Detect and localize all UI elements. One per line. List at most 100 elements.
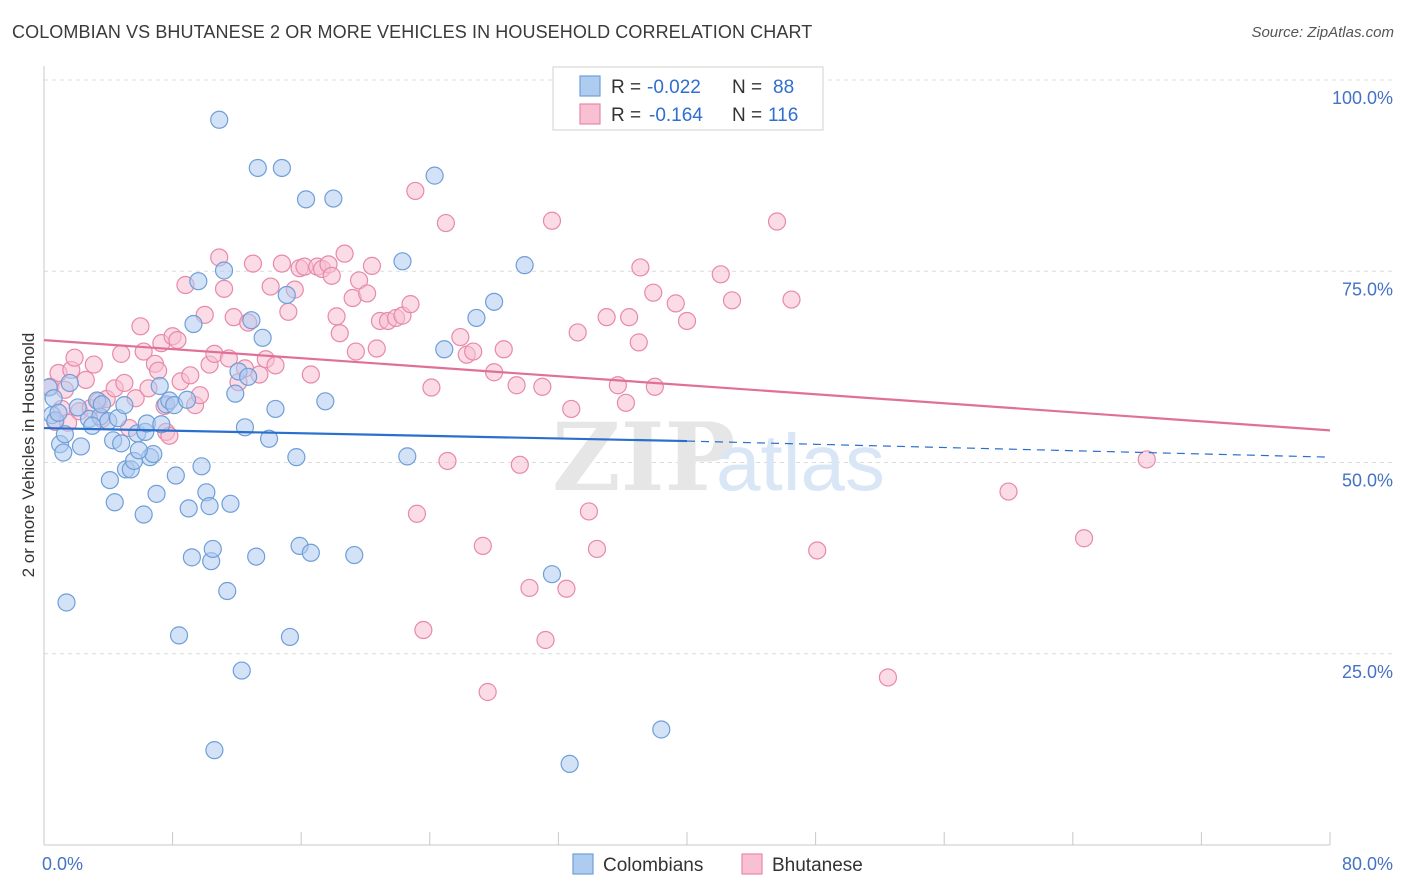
data-point-colombians bbox=[324, 189, 343, 208]
data-point-bhutanese bbox=[214, 279, 234, 298]
data-point-bhutanese bbox=[181, 366, 200, 385]
data-point-bhutanese bbox=[520, 578, 539, 598]
data-point-colombians bbox=[147, 484, 166, 503]
data-point-colombians bbox=[115, 396, 134, 415]
data-point-colombians bbox=[179, 499, 198, 518]
data-point-bhutanese bbox=[711, 265, 730, 284]
data-point-bhutanese bbox=[568, 323, 587, 342]
data-point-bhutanese bbox=[644, 283, 663, 302]
y-tick-label: 75.0% bbox=[1342, 279, 1393, 299]
data-point-colombians bbox=[425, 166, 444, 185]
bottom-legend-swatch-colombians bbox=[572, 853, 594, 875]
chart-title: COLOMBIAN VS BHUTANESE 2 OR MORE VEHICLE… bbox=[12, 22, 813, 42]
data-point-colombians bbox=[184, 314, 203, 334]
data-point-colombians bbox=[301, 543, 320, 562]
data-point-bhutanese bbox=[557, 579, 576, 598]
data-point-bhutanese bbox=[451, 327, 470, 347]
data-point-colombians bbox=[277, 285, 296, 305]
data-point-bhutanese bbox=[782, 290, 801, 309]
data-point-colombians bbox=[182, 548, 201, 567]
data-point-colombians bbox=[467, 308, 486, 328]
data-point-colombians bbox=[248, 158, 267, 178]
data-point-colombians bbox=[280, 627, 300, 647]
data-point-bhutanese bbox=[414, 620, 433, 640]
data-point-bhutanese bbox=[767, 212, 787, 231]
data-point-colombians bbox=[242, 311, 261, 330]
data-point-colombians bbox=[92, 395, 111, 414]
y-tick-label: 100.0% bbox=[1332, 88, 1393, 108]
data-point-colombians bbox=[192, 457, 211, 476]
data-point-bhutanese bbox=[322, 266, 341, 285]
tick-labels: 25.0% 50.0% 75.0% 100.0% 0.0% 80.0% bbox=[42, 88, 1393, 874]
data-point-bhutanese bbox=[131, 317, 150, 336]
data-point-colombians bbox=[71, 437, 91, 456]
data-point-bhutanese bbox=[629, 333, 648, 352]
data-point-bhutanese bbox=[367, 339, 386, 358]
x-tick-label: 0.0% bbox=[42, 854, 83, 874]
data-point-colombians bbox=[435, 340, 454, 359]
data-point-bhutanese bbox=[266, 356, 285, 375]
data-point-colombians bbox=[60, 373, 79, 393]
bottom-legend: Colombians Bhutanese bbox=[572, 853, 863, 876]
x-tick-label: 80.0% bbox=[1342, 854, 1393, 874]
data-point-bhutanese bbox=[645, 377, 664, 396]
trend-line-colombians-extension bbox=[686, 440, 1331, 458]
data-point-colombians bbox=[253, 328, 272, 347]
data-point-bhutanese bbox=[507, 376, 526, 395]
data-point-colombians bbox=[200, 497, 219, 516]
data-point-colombians bbox=[226, 384, 245, 403]
watermark: ZIP atlas bbox=[552, 403, 885, 513]
data-point-bhutanese bbox=[533, 377, 552, 396]
data-point-colombians bbox=[485, 292, 504, 311]
bottom-legend-label-colombians: Colombians bbox=[603, 855, 703, 876]
data-point-colombians bbox=[100, 470, 120, 490]
data-point-bhutanese bbox=[349, 271, 369, 290]
y-tick-label: 25.0% bbox=[1342, 662, 1393, 682]
data-point-bhutanese bbox=[406, 181, 425, 201]
data-point-colombians bbox=[150, 376, 169, 396]
y-axis-label: 2 or more Vehicles in Household bbox=[19, 333, 38, 578]
data-point-bhutanese bbox=[115, 373, 134, 393]
data-point-bhutanese bbox=[478, 682, 497, 702]
trend-lines bbox=[43, 339, 1331, 458]
data-point-colombians bbox=[560, 754, 579, 774]
legend-n-value-colombians: 88 bbox=[773, 77, 794, 98]
data-point-colombians bbox=[177, 390, 197, 409]
data-point-colombians bbox=[287, 448, 306, 467]
legend-n-label-bhutanese: N = bbox=[732, 105, 762, 126]
source-label: Source: ZipAtlas.com bbox=[1251, 24, 1394, 41]
data-point-bhutanese bbox=[510, 455, 529, 474]
data-point-colombians bbox=[189, 272, 208, 291]
data-point-colombians bbox=[49, 403, 68, 422]
data-point-bhutanese bbox=[473, 536, 492, 555]
data-point-bhutanese bbox=[1074, 529, 1094, 548]
data-point-bhutanese bbox=[301, 365, 320, 384]
data-point-colombians bbox=[316, 392, 335, 411]
data-point-bhutanese bbox=[494, 340, 513, 359]
data-point-colombians bbox=[398, 447, 417, 466]
data-point-bhutanese bbox=[335, 244, 354, 263]
trend-line-bhutanese bbox=[43, 339, 1331, 432]
data-point-bhutanese bbox=[666, 294, 685, 313]
data-point-bhutanese bbox=[261, 277, 280, 296]
data-point-bhutanese bbox=[878, 668, 898, 687]
data-point-bhutanese bbox=[422, 378, 441, 397]
data-point-bhutanese bbox=[631, 258, 650, 277]
legend-r-label-bhutanese: R = bbox=[611, 105, 641, 126]
data-point-bhutanese bbox=[542, 211, 562, 230]
data-point-colombians bbox=[393, 252, 412, 271]
data-point-colombians bbox=[515, 256, 534, 275]
data-point-colombians bbox=[134, 505, 153, 524]
data-point-colombians bbox=[221, 494, 240, 513]
data-point-colombians bbox=[218, 581, 237, 601]
data-point-colombians bbox=[247, 547, 266, 566]
data-point-bhutanese bbox=[620, 308, 639, 327]
y-tick-label: 50.0% bbox=[1342, 471, 1393, 491]
legend-r-value-bhutanese: -0.164 bbox=[649, 105, 703, 126]
data-point-colombians bbox=[166, 466, 185, 485]
data-point-bhutanese bbox=[362, 256, 382, 275]
data-point-colombians bbox=[57, 593, 76, 612]
data-point-bhutanese bbox=[808, 541, 827, 560]
data-point-colombians bbox=[296, 190, 316, 209]
